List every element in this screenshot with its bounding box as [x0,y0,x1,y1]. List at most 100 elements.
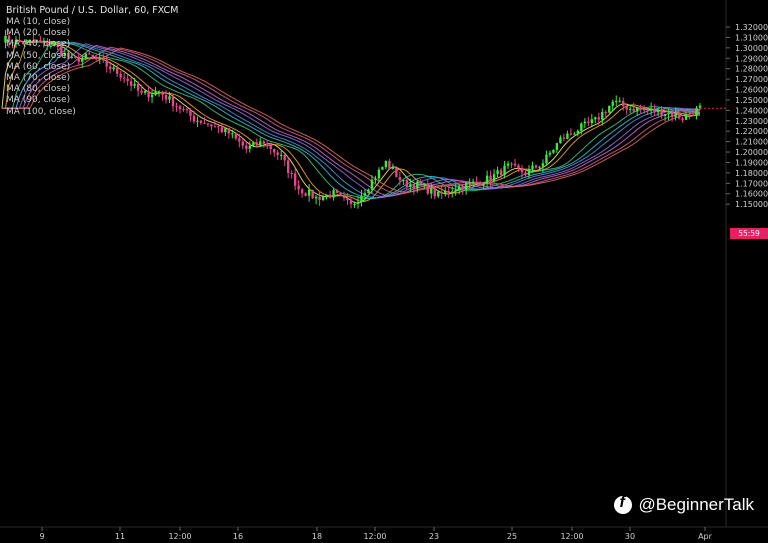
candle-body [91,54,94,57]
candle-body [119,73,122,78]
candle-body [210,124,213,127]
legend-item: MA (20, close) [6,28,71,39]
candle-body [81,57,84,62]
candle-body [150,94,154,98]
y-tick-label: 1.22000 [735,127,768,136]
candle-body [147,90,150,98]
legend-item: MA (70, close) [6,73,71,84]
candle-body [140,90,143,93]
candle-body [475,181,478,183]
moving-average-line [2,41,701,199]
x-tick-label: 25 [507,532,517,541]
moving-average-line [2,40,701,200]
candle-body [629,108,632,110]
candle-body [541,163,545,167]
candle-body [53,44,56,46]
candle-body [339,193,342,196]
x-tick-label: 12:00 [363,532,386,541]
candle-body [185,109,189,111]
candle-body [283,154,286,161]
candle-body [269,144,272,150]
x-tick-label: 30 [625,532,635,541]
candle-body [691,114,695,116]
candle-body [492,174,496,182]
candle-body [590,119,594,124]
candle-body [531,165,534,169]
candle-body [67,52,70,58]
candle-body [168,96,171,100]
candle-body [273,149,276,153]
candle-body [489,175,492,182]
candle-body [126,78,129,82]
candle-body [175,106,178,108]
candle-body [360,195,363,202]
candle-body [300,189,304,194]
candle-body [342,195,346,199]
candle-body [255,142,258,146]
candle-body [199,120,203,124]
candle-body [266,143,269,145]
candle-body [583,121,587,124]
candle-body [70,56,73,58]
candle-body [377,169,381,179]
candle-body [594,117,597,120]
candle-body [566,133,569,139]
candle-body [115,67,119,74]
candle-body [192,115,196,122]
candle-body [161,91,164,95]
candle-body [157,91,161,93]
candle-body [60,47,63,56]
y-tick-label: 1.31000 [735,33,768,42]
candle-body [84,53,87,58]
candle-body [552,149,555,153]
candle-body [632,108,635,112]
candle-body [457,186,461,190]
candle-body [95,56,98,60]
candle-body [356,201,360,204]
candle-body [524,172,527,175]
candle-body [164,94,168,100]
candle-body [681,118,684,120]
candle-body [129,81,133,86]
candle-body [653,108,656,113]
candle-body [21,42,25,44]
y-tick-label: 1.28000 [735,65,768,74]
candle-body [154,91,157,95]
candle-body [381,167,384,170]
candle-body [241,141,245,146]
candle-body [409,184,412,187]
candle-body [485,175,489,184]
candle-body [534,165,538,168]
candle-body [224,128,227,133]
candle-body [280,154,283,156]
x-tick-label: 23 [429,532,439,541]
candle-body [670,113,674,118]
candle-body [311,190,314,199]
candle-body [122,77,126,79]
candle-body [133,83,136,86]
y-tick-label: 1.23000 [735,117,768,126]
candle-body [252,142,255,146]
ma-legend: MA (10, close) MA (20, close) MA (40, cl… [6,17,76,118]
x-tick-label: 12:00 [168,532,191,541]
moving-average-line [2,41,701,199]
candle-body [25,40,28,44]
moving-average-line [2,47,701,193]
candle-body [482,183,485,186]
x-tick-label: 11 [115,532,125,541]
candle-body [143,90,147,93]
candle-body [667,113,670,115]
candle-body [698,105,702,108]
candle-body [46,40,49,47]
candle-body [49,45,53,47]
candle-body [262,141,265,144]
x-tick-label: 18 [312,532,322,541]
candle-body [384,160,388,168]
y-tick-label: 1.25000 [735,96,768,105]
candle-body [234,133,238,139]
candle-body [304,193,307,196]
candle-body [569,133,573,135]
candle-body [245,145,248,149]
candle-body [98,58,101,60]
candle-body [471,181,475,183]
